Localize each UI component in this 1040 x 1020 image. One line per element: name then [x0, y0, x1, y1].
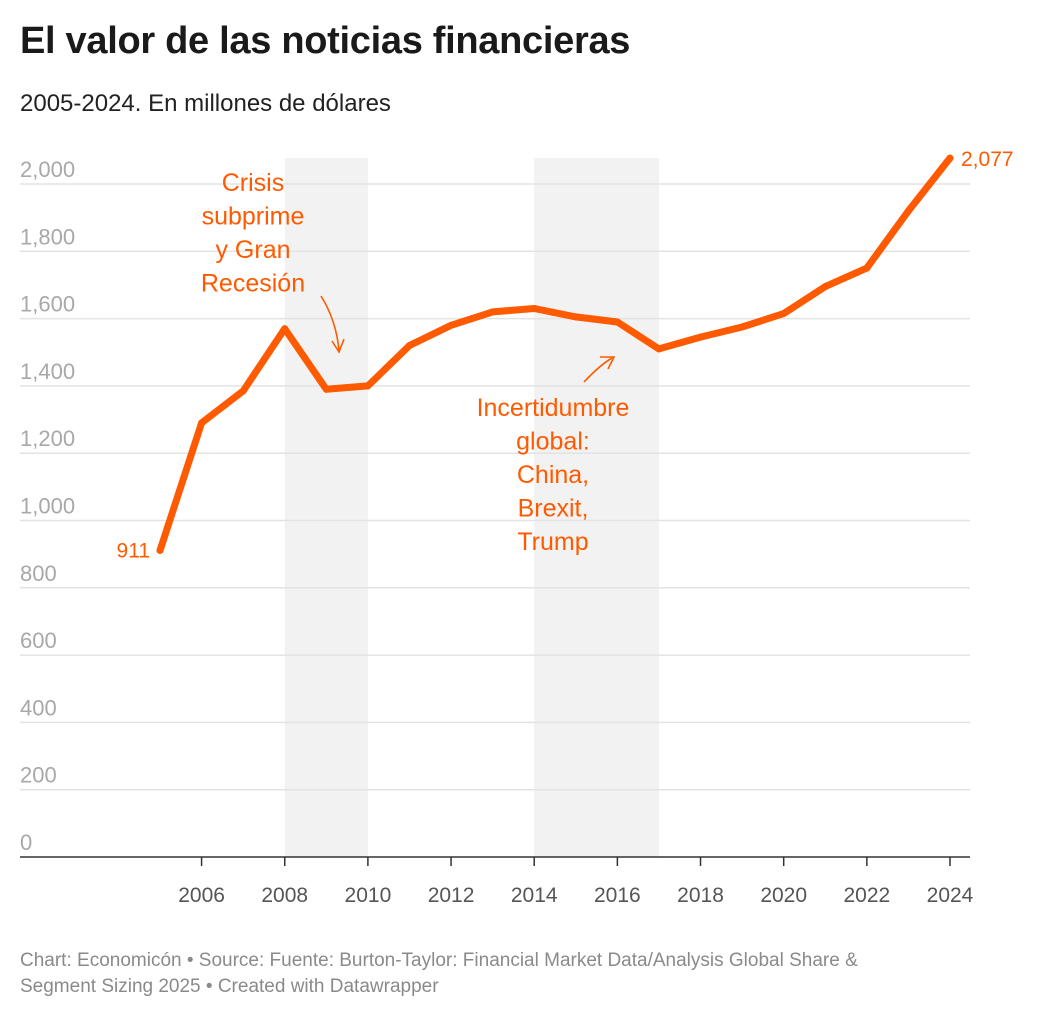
shaded-period-1	[534, 158, 659, 857]
data-point-2021	[821, 283, 829, 291]
y-tick-label: 800	[20, 561, 57, 586]
x-tick-label: 2022	[843, 884, 890, 907]
y-tick-label: 2,000	[20, 157, 75, 182]
x-tick-label: 2012	[428, 884, 475, 907]
shaded-period-0	[284, 158, 368, 857]
annotation-crisis-line: y Gran	[215, 236, 290, 264]
annotation-uncertainty-arrow	[583, 357, 613, 383]
data-point-2010	[364, 382, 372, 390]
data-point-2011	[405, 342, 413, 350]
annotation-crisis-arrowhead	[331, 338, 345, 354]
x-tick-label: 2024	[927, 884, 974, 907]
y-tick-label: 200	[20, 763, 57, 788]
data-point-2013	[489, 308, 497, 316]
x-tick-label: 2016	[594, 884, 641, 907]
chart-title: El valor de las noticias financieras	[20, 20, 631, 62]
y-tick-label: 1,600	[20, 292, 75, 317]
line-chart: 0 200 400 600 800 1,000 1,200 1,400 1,600 1,800 2,…	[20, 148, 1014, 907]
x-tick-label: 2018	[677, 884, 724, 907]
data-point-2018	[697, 333, 705, 341]
data-point-2016	[613, 318, 621, 326]
x-tick-label: 2014	[511, 884, 558, 907]
y-tick-label: 1,000	[20, 494, 75, 519]
x-tick-label: 2006	[178, 884, 225, 907]
x-tick-label: 2008	[261, 884, 308, 907]
data-point-2008	[281, 325, 289, 333]
y-tick-label: 400	[20, 695, 57, 720]
y-tick-label: 600	[20, 628, 57, 653]
data-point-2020	[780, 310, 788, 318]
chart-footer: Chart: Economicón • Source: Fuente: Burt…	[20, 948, 1000, 1000]
annotation-uncertainty-arrowhead	[600, 356, 616, 370]
annotation-uncertainty-line: Brexit,	[518, 495, 589, 523]
annotation-uncertainty-line: Incertidumbre	[477, 394, 630, 422]
annotation-uncertainty-line: Trump	[517, 528, 588, 556]
data-point-2015	[572, 313, 580, 321]
data-point-2024	[946, 154, 954, 162]
footer-line-2: Segment Sizing 2025 • Created with Dataw…	[20, 976, 439, 997]
y-tick-label: 1,800	[20, 224, 75, 249]
annotation-crisis-line: Crisis	[222, 169, 285, 197]
data-point-2022	[863, 264, 871, 272]
annotation-crisis-arrow	[320, 295, 340, 351]
data-point-2023	[904, 207, 912, 215]
series-line	[156, 154, 954, 554]
data-point-2009	[322, 385, 330, 393]
chart-subtitle: 2005-2024. En millones de dólares	[20, 90, 391, 117]
start-value-label: 911	[117, 539, 150, 562]
y-tick-label: 0	[20, 830, 32, 855]
data-point-2006	[198, 419, 206, 427]
data-point-2005	[156, 546, 164, 554]
x-tick-label: 2010	[345, 884, 392, 907]
data-point-2017	[655, 345, 663, 353]
end-value-label: 2,077	[961, 148, 1014, 171]
annotation-uncertainty-line: China,	[517, 461, 589, 489]
annotation-crisis-line: Recesión	[201, 270, 305, 298]
y-tick-label: 1,400	[20, 359, 75, 384]
annotation-crisis-line: subprime	[202, 203, 305, 231]
data-point-2019	[738, 323, 746, 331]
x-tick-label: 2020	[760, 884, 807, 907]
annotation-uncertainty-line: global:	[516, 428, 590, 456]
data-point-2007	[239, 387, 247, 395]
data-point-2012	[447, 321, 455, 329]
data-point-2014	[530, 305, 538, 313]
footer-line-1: Chart: Economicón • Source: Fuente: Burt…	[20, 950, 858, 971]
y-tick-label: 1,200	[20, 426, 75, 451]
